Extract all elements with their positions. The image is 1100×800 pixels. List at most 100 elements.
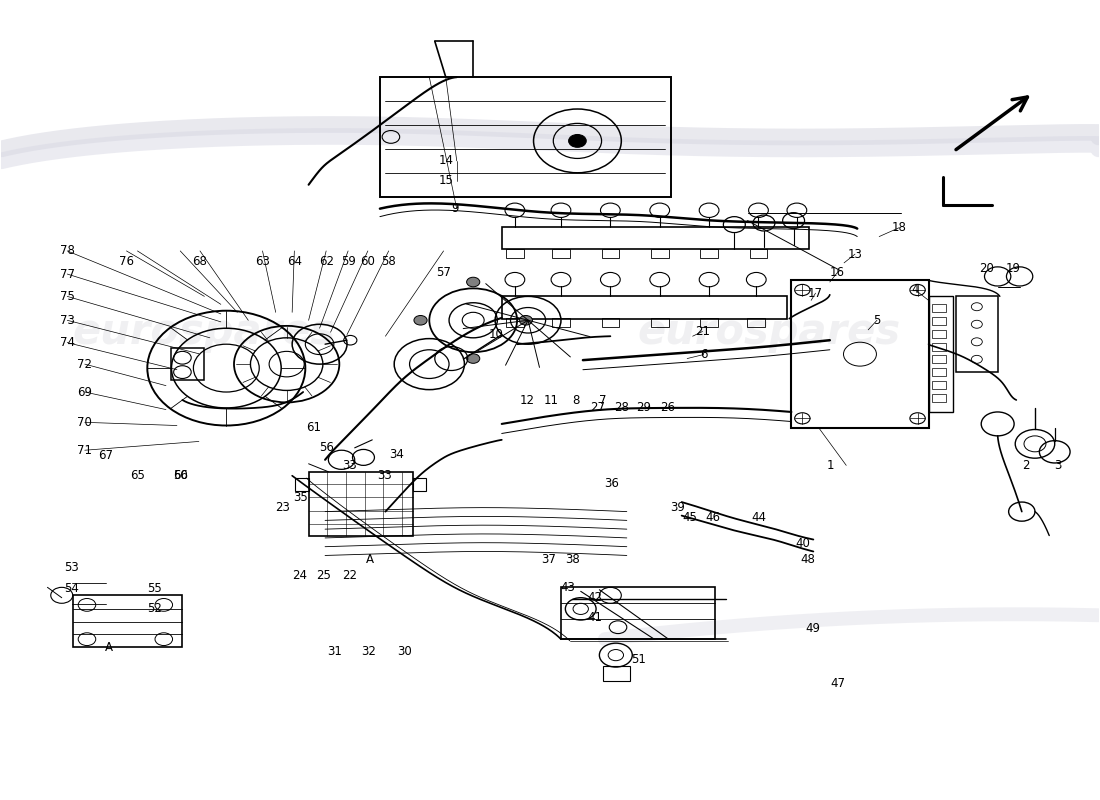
Text: 14: 14 — [438, 154, 453, 167]
Text: 22: 22 — [342, 569, 356, 582]
Text: A: A — [366, 553, 374, 566]
Bar — [506, 318, 524, 327]
Text: 66: 66 — [173, 470, 188, 482]
Text: eurospares: eurospares — [73, 311, 336, 354]
Text: 4: 4 — [912, 283, 920, 297]
Text: 59: 59 — [341, 254, 355, 268]
Bar — [651, 318, 669, 327]
Bar — [701, 249, 718, 258]
Text: 3: 3 — [1054, 459, 1062, 472]
Text: 11: 11 — [543, 394, 559, 406]
Text: 67: 67 — [98, 449, 113, 462]
Text: 42: 42 — [587, 591, 603, 604]
Text: 23: 23 — [275, 501, 289, 514]
Bar — [172, 348, 205, 380]
Text: 48: 48 — [801, 553, 815, 566]
Text: 16: 16 — [830, 266, 845, 279]
Text: 54: 54 — [64, 582, 79, 594]
Text: 74: 74 — [59, 336, 75, 349]
Bar — [603, 666, 630, 681]
Circle shape — [519, 315, 532, 325]
Bar — [502, 296, 786, 318]
Text: 21: 21 — [695, 325, 710, 338]
Text: 33: 33 — [342, 459, 356, 472]
Text: 20: 20 — [979, 262, 994, 275]
Bar — [506, 249, 524, 258]
Bar — [412, 478, 426, 491]
Text: 24: 24 — [293, 569, 307, 582]
Bar — [750, 249, 767, 258]
Text: 38: 38 — [565, 553, 581, 566]
Text: 32: 32 — [362, 645, 376, 658]
Text: 30: 30 — [397, 645, 411, 658]
Bar — [932, 317, 946, 325]
Text: 18: 18 — [891, 222, 906, 234]
Bar — [932, 368, 946, 376]
Text: 45: 45 — [682, 511, 696, 525]
Text: 78: 78 — [59, 245, 75, 258]
Text: 36: 36 — [604, 478, 619, 490]
Circle shape — [466, 278, 480, 286]
Text: eurospares: eurospares — [638, 311, 901, 354]
Text: 28: 28 — [614, 402, 629, 414]
Text: 9: 9 — [451, 202, 459, 215]
Bar — [552, 249, 570, 258]
Bar — [932, 330, 946, 338]
Text: 15: 15 — [438, 174, 453, 187]
Bar — [602, 318, 619, 327]
Circle shape — [569, 134, 586, 147]
Bar — [561, 587, 715, 639]
Bar — [928, 296, 953, 412]
Text: 25: 25 — [317, 569, 331, 582]
Text: 1: 1 — [827, 459, 835, 472]
Circle shape — [466, 354, 480, 363]
Text: 70: 70 — [77, 416, 92, 429]
Text: 69: 69 — [77, 386, 92, 398]
Text: 37: 37 — [541, 553, 557, 566]
Text: 7: 7 — [598, 394, 606, 406]
Text: 49: 49 — [806, 622, 821, 635]
Bar — [932, 342, 946, 350]
Text: 62: 62 — [319, 254, 333, 268]
Text: A: A — [104, 641, 113, 654]
Text: 50: 50 — [173, 470, 188, 482]
Text: 77: 77 — [59, 267, 75, 281]
Bar — [602, 249, 619, 258]
Text: 34: 34 — [389, 448, 404, 461]
Text: 73: 73 — [59, 314, 75, 326]
Text: 12: 12 — [519, 394, 535, 406]
Text: 57: 57 — [436, 266, 451, 279]
Text: 41: 41 — [587, 611, 603, 624]
Text: 44: 44 — [751, 511, 766, 525]
Text: 43: 43 — [560, 581, 575, 594]
Circle shape — [414, 315, 427, 325]
Text: 75: 75 — [59, 290, 75, 303]
Text: 31: 31 — [328, 645, 342, 658]
Bar — [701, 318, 718, 327]
Text: 53: 53 — [64, 561, 79, 574]
Text: 64: 64 — [287, 254, 301, 268]
Text: 40: 40 — [795, 537, 810, 550]
Text: 60: 60 — [361, 254, 375, 268]
Text: 65: 65 — [130, 470, 145, 482]
Text: 55: 55 — [147, 582, 163, 594]
Bar — [748, 318, 766, 327]
Bar — [296, 478, 309, 491]
Text: 68: 68 — [192, 254, 208, 268]
Bar — [502, 227, 808, 250]
Text: 39: 39 — [670, 501, 684, 514]
Bar — [932, 381, 946, 389]
Bar — [73, 595, 183, 647]
Text: 61: 61 — [307, 422, 321, 434]
Text: 29: 29 — [636, 402, 651, 414]
Text: 27: 27 — [590, 402, 605, 414]
Text: 52: 52 — [147, 602, 163, 615]
Text: 5: 5 — [873, 314, 881, 326]
Text: 51: 51 — [631, 653, 647, 666]
Bar — [651, 249, 669, 258]
Text: 76: 76 — [119, 254, 134, 268]
Text: 71: 71 — [77, 444, 92, 457]
Bar — [309, 472, 412, 535]
Text: 47: 47 — [830, 677, 845, 690]
Text: 56: 56 — [319, 442, 333, 454]
